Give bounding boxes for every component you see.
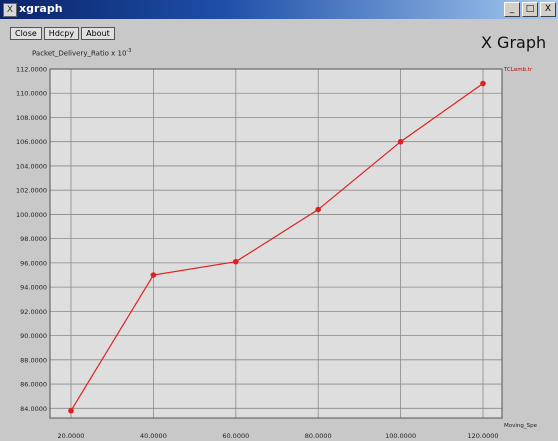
close-window-button[interactable]: X (540, 2, 556, 17)
x-tick-label: 80.0000 (305, 432, 332, 440)
x-tick-label: 60.0000 (222, 432, 249, 440)
y-tick-label: 100.0000 (16, 211, 47, 219)
y-tick-label: 92.0000 (20, 308, 47, 316)
x-tick-label: 40.0000 (140, 432, 167, 440)
x-tick-label: 120.0000 (467, 432, 498, 440)
data-point (68, 407, 74, 414)
y-tick-label: 108.0000 (16, 114, 47, 122)
x-tick-label: 20.0000 (58, 432, 85, 440)
y-tick-label: 104.0000 (16, 162, 47, 170)
data-point (397, 138, 404, 145)
legend-entry: TCLemb.tr (504, 67, 533, 73)
x-tick-label: 100.0000 (385, 432, 416, 440)
y-axis-label-exponent: -3 (126, 48, 132, 54)
data-point (150, 272, 157, 278)
data-point (480, 80, 486, 87)
y-tick-label: 106.0000 (16, 138, 47, 146)
close-button[interactable]: Close (10, 27, 42, 40)
hardcopy-button[interactable]: Hdcpy (43, 27, 80, 40)
title-bar: X xgraph _ □ X (0, 0, 558, 19)
series-line (70, 83, 484, 412)
y-tick-label: 88.0000 (20, 356, 47, 364)
y-tick-label: 84.0000 (20, 405, 47, 413)
y-tick-label: 86.0000 (20, 381, 47, 389)
data-point (233, 258, 239, 265)
toolbar: Close Hdcpy About (10, 27, 115, 40)
y-tick-label: 102.0000 (16, 187, 47, 195)
y-tick-label: 90.0000 (20, 332, 47, 340)
y-axis-label: Packet_Delivery_Ratio x 10-3 (32, 48, 131, 57)
about-button[interactable]: About (81, 27, 115, 40)
y-axis-label-text: Packet_Delivery_Ratio x 10 (32, 49, 127, 58)
y-tick-label: 96.0000 (20, 259, 47, 267)
y-tick-label: 94.0000 (20, 284, 47, 292)
minimize-button[interactable]: _ (504, 2, 520, 17)
plot-border (49, 68, 503, 419)
y-tick-label: 110.0000 (16, 90, 47, 98)
maximize-button[interactable]: □ (522, 2, 538, 17)
app-icon: X (3, 3, 17, 17)
y-tick-label: 98.0000 (20, 235, 47, 243)
brand-title: X Graph (481, 33, 547, 52)
y-tick-label: 112.0000 (16, 66, 47, 74)
data-point (315, 206, 322, 213)
window-title: xgraph (19, 2, 63, 15)
x-axis-label: Moving_Spe (504, 423, 537, 429)
